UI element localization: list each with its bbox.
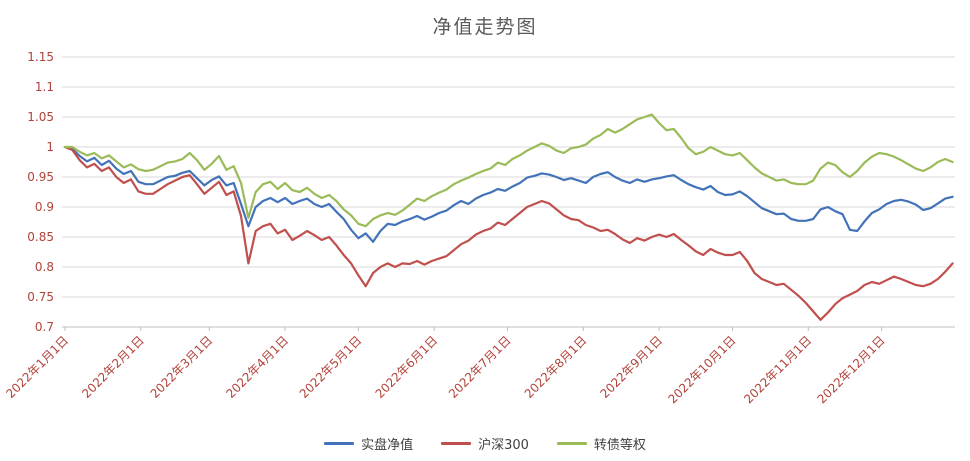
y-axis-label: 0.95 [27, 170, 54, 184]
chart-title: 净值走势图 [432, 16, 538, 38]
legend-item-shipan-jingzhi: 实盘净值 [324, 434, 413, 453]
legend-label: 转债等权 [593, 438, 646, 453]
series-line-2 [63, 113, 954, 228]
x-axis-label: 2022年7月1日 [446, 333, 514, 401]
x-axis-label: 2022年3月1日 [148, 333, 216, 401]
y-axis-label: 0.85 [27, 230, 54, 244]
series-line-1 [63, 145, 954, 321]
y-axis-label: 0.75 [27, 290, 54, 304]
x-axis-label: 2022年11月1日 [741, 333, 814, 406]
x-axis-label: 2022年6月1日 [373, 333, 441, 401]
legend-item-zhuanzhai-dengquan: 转债等权 [556, 434, 646, 453]
legend-line-swatch-green [556, 442, 587, 445]
x-axis-label: 2022年8月1日 [522, 333, 590, 401]
legend-line-swatch-blue [324, 442, 355, 445]
series-line-0 [63, 145, 954, 243]
y-axis-label: 0.9 [35, 200, 54, 214]
x-axis-label: 2022年9月1日 [598, 333, 666, 401]
y-axis-label: 1.1 [35, 80, 54, 94]
x-axis-label: 2022年5月1日 [297, 333, 365, 401]
y-axis-label: 0.7 [35, 320, 54, 334]
x-axis-label: 2022年10月1日 [665, 333, 738, 406]
chart-legend: 实盘净值 沪深300 转债等权 [0, 434, 970, 453]
x-axis-label: 2022年4月1日 [223, 333, 291, 401]
x-axis-label: 2022年1月1日 [3, 333, 71, 401]
y-axis-label: 0.8 [35, 260, 54, 274]
x-axis-label: 2022年2月1日 [79, 333, 147, 401]
legend-item-hushen300: 沪深300 [441, 434, 529, 453]
legend-label: 实盘净值 [361, 438, 414, 453]
y-axis-label: 1 [46, 140, 54, 154]
legend-line-swatch-red [441, 442, 472, 445]
y-axis-label: 1.15 [27, 50, 54, 64]
legend-label: 沪深300 [478, 438, 529, 453]
x-axis-label: 2022年12月1日 [815, 333, 888, 406]
y-axis-label: 1.05 [27, 110, 54, 124]
